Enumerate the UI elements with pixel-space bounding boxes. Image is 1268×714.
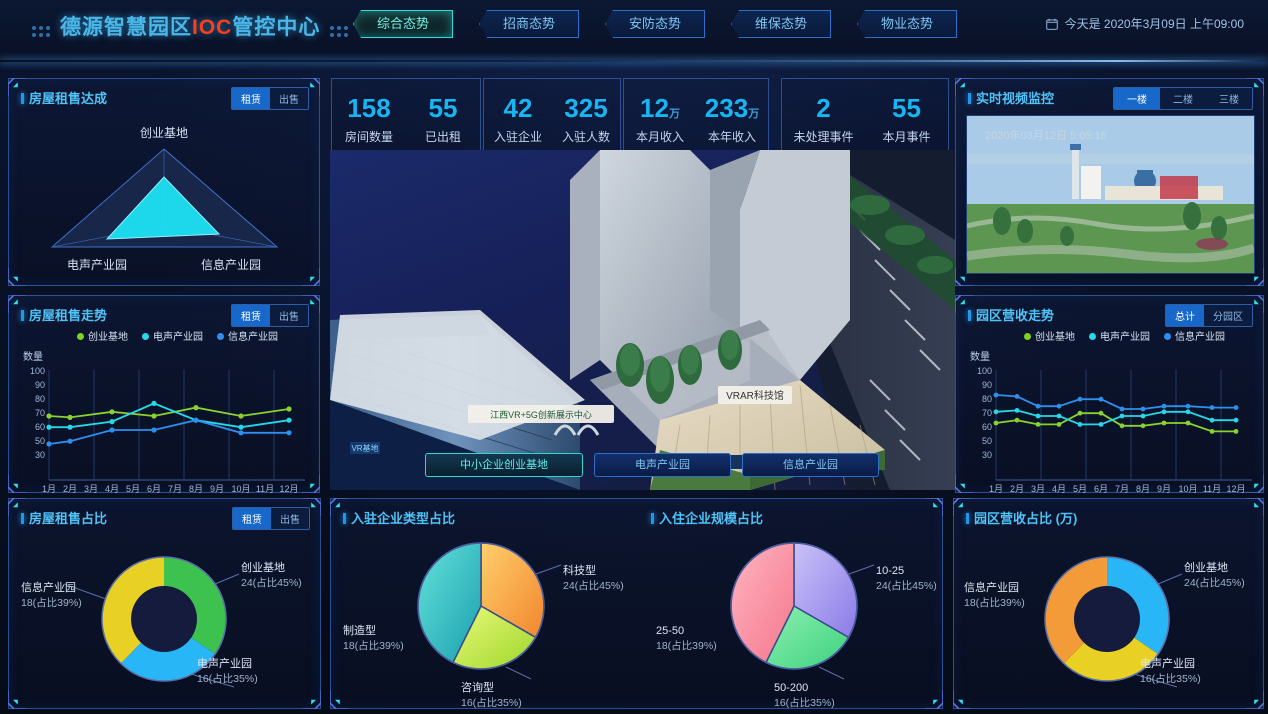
svg-text:70: 70 bbox=[35, 408, 45, 418]
svg-text:2月: 2月 bbox=[63, 484, 77, 494]
svg-text:9月: 9月 bbox=[210, 484, 224, 494]
svg-text:电声产业园: 电声产业园 bbox=[67, 258, 127, 272]
svg-text:12月: 12月 bbox=[279, 484, 298, 494]
svg-text:4月: 4月 bbox=[1052, 484, 1066, 494]
svg-text:50: 50 bbox=[982, 436, 992, 446]
svg-text:江西VR+5G创新展示中心: 江西VR+5G创新展示中心 bbox=[490, 409, 592, 420]
svg-text:8月: 8月 bbox=[189, 484, 203, 494]
svg-text:80: 80 bbox=[982, 394, 992, 404]
svg-text:6月: 6月 bbox=[1094, 484, 1108, 494]
svg-text:6月: 6月 bbox=[147, 484, 161, 494]
svg-text:30: 30 bbox=[35, 450, 45, 460]
svg-text:信息产业园: 信息产业园 bbox=[201, 257, 261, 272]
svg-text:数量: 数量 bbox=[970, 350, 990, 363]
svg-text:12月: 12月 bbox=[1226, 484, 1245, 494]
svg-text:5月: 5月 bbox=[1073, 484, 1087, 494]
svg-text:1月: 1月 bbox=[989, 484, 1003, 494]
svg-text:100: 100 bbox=[977, 366, 992, 376]
svg-text:60: 60 bbox=[982, 422, 992, 432]
svg-text:8月: 8月 bbox=[1136, 484, 1150, 494]
svg-text:3月: 3月 bbox=[1031, 484, 1045, 494]
svg-text:10月: 10月 bbox=[231, 484, 250, 494]
svg-text:90: 90 bbox=[35, 380, 45, 390]
svg-text:10月: 10月 bbox=[1178, 484, 1197, 494]
svg-text:9月: 9月 bbox=[1157, 484, 1171, 494]
svg-text:50: 50 bbox=[35, 436, 45, 446]
svg-text:90: 90 bbox=[982, 380, 992, 390]
svg-text:2020年03月12日 5:05:15: 2020年03月12日 5:05:15 bbox=[985, 128, 1107, 142]
svg-text:3月: 3月 bbox=[84, 484, 98, 494]
svg-text:VRAR科技馆: VRAR科技馆 bbox=[726, 389, 784, 402]
svg-text:11月: 11月 bbox=[1203, 484, 1221, 494]
svg-text:5月: 5月 bbox=[126, 484, 140, 494]
svg-text:60: 60 bbox=[35, 422, 45, 432]
svg-text:1月: 1月 bbox=[42, 484, 56, 494]
svg-text:70: 70 bbox=[982, 408, 992, 418]
svg-text:7月: 7月 bbox=[1115, 484, 1129, 494]
svg-text:数量: 数量 bbox=[23, 350, 43, 363]
svg-text:100: 100 bbox=[30, 366, 45, 376]
svg-text:2月: 2月 bbox=[1010, 484, 1024, 494]
svg-text:VR基地: VR基地 bbox=[351, 443, 378, 453]
svg-text:4月: 4月 bbox=[105, 484, 119, 494]
svg-text:创业基地: 创业基地 bbox=[140, 126, 188, 140]
svg-text:30: 30 bbox=[982, 450, 992, 460]
svg-text:11月: 11月 bbox=[256, 484, 274, 494]
svg-text:7月: 7月 bbox=[168, 484, 182, 494]
svg-text:80: 80 bbox=[35, 394, 45, 404]
